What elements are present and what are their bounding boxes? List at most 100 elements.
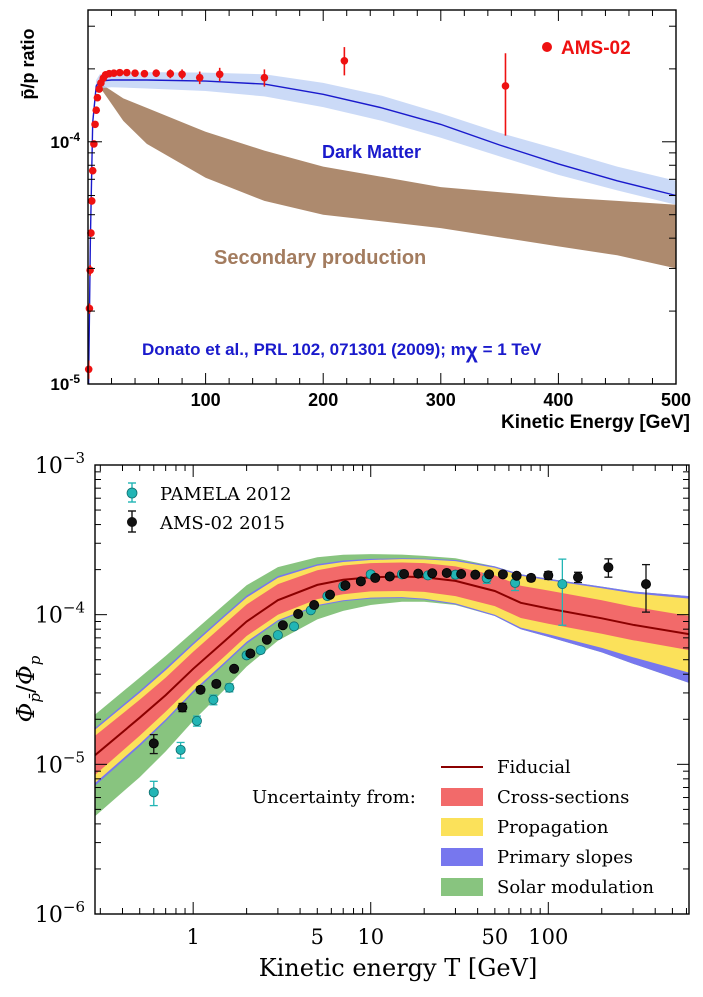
ams02-2015-point (148, 738, 159, 749)
legend-propagation-swatch (441, 818, 483, 836)
legend-pamela-marker (126, 487, 138, 499)
bottom-plot-frame (94, 464, 690, 915)
bottom-x-tick-label: 10 (357, 925, 384, 949)
pamela-point (289, 621, 300, 632)
ams02-point (123, 68, 131, 77)
top-y-ticks: 10-5 10-4 (50, 25, 676, 394)
ams02-2015-point (456, 568, 467, 579)
pamela-point (224, 682, 235, 693)
pamela-point (175, 744, 186, 755)
ams02-2015-point (641, 579, 652, 590)
pamela-point (208, 694, 219, 705)
ams02-2015-point (399, 568, 410, 579)
legend-uncertainty-heading: Uncertainty from: (252, 787, 416, 808)
ams02-2015-point (309, 600, 320, 611)
ams02-2015-point (543, 570, 554, 581)
bottom-y-ticks: 10−6 10−5 10−4 10−3 (35, 449, 689, 928)
ams02-point (88, 166, 97, 175)
legend-fiducial-label: Fiducial (497, 757, 571, 778)
ams02-point (91, 120, 99, 129)
ams02-point (166, 69, 175, 78)
ams02-2015-point (195, 684, 206, 695)
top-legend-marker (542, 42, 552, 52)
pamela-point (255, 645, 266, 656)
cross-sections-band (95, 562, 689, 775)
bottom-bands (95, 554, 689, 817)
ams02-point (501, 82, 510, 90)
ams02-2015-point (470, 569, 481, 580)
top-y-tick-label: 10-4 (50, 130, 80, 152)
bottom-y-tick-label: 10−4 (35, 599, 85, 629)
ams02-point (84, 365, 93, 374)
ams02-point (87, 197, 96, 205)
dark-matter-line (87, 79, 677, 385)
ams02-2015-point (484, 569, 495, 580)
ams02-point (90, 140, 98, 148)
ams02-point (92, 106, 101, 115)
secondary-production-label: Secondary production (214, 247, 426, 269)
ams02-2015-point (497, 569, 508, 580)
ams02-2015-point (413, 568, 424, 579)
top-ams02-points (84, 47, 510, 379)
chi-symbol: χ (466, 340, 478, 363)
ams02-2015-point (293, 609, 304, 620)
ams02-point (260, 73, 269, 82)
top-plot-frame (87, 9, 677, 385)
top-panel: 100 200 300 400 500 10-5 10-4 p̄/p ratio Kine… (18, 9, 691, 433)
ylabel-phi-1: Φ (12, 703, 40, 723)
bottom-y-axis-label: Φp̄/Φp (12, 655, 44, 722)
bottom-x-tick-label: 100 (528, 925, 568, 949)
ams02-2015-point (355, 576, 366, 587)
bottom-panel: 1 5 10 50 100 10−6 10−5 10−4 10−3 Kinetic energ… (12, 449, 690, 982)
top-x-tick-label: 500 (661, 390, 691, 410)
ams02-point (195, 73, 204, 82)
ams02-2015-point (277, 620, 288, 631)
ams02-2015-point (229, 663, 240, 674)
ams02-point (178, 70, 186, 79)
dark-matter-label: Dark Matter (322, 142, 421, 162)
legend-primary-slopes-swatch (441, 848, 483, 866)
reference-annotation: Donato et al., PRL 102, 071301 (2009); m… (142, 340, 542, 363)
bottom-x-axis-label: Kinetic energy T [GeV] (259, 954, 538, 982)
ylabel-p: p (26, 655, 44, 665)
secondary-production-band (88, 84, 677, 384)
bottom-x-ticks: 1 5 10 50 100 (99, 465, 687, 949)
top-x-ticks: 100 200 300 400 500 (111, 10, 691, 410)
ams02-point (93, 93, 102, 102)
legend-ams02: AMS-02 2015 (127, 510, 285, 534)
ams02-point (340, 56, 349, 65)
top-x-tick-label: 400 (543, 390, 573, 410)
ams02-2015-point (573, 572, 584, 583)
ams02-point (95, 85, 103, 93)
top-x-tick-label: 200 (308, 390, 338, 410)
bottom-y-tick-label: 10−5 (35, 748, 85, 778)
top-x-tick-label: 100 (191, 390, 221, 410)
ams02-2015-point (245, 648, 256, 659)
ams02-2015-point (211, 678, 222, 689)
pamela-point (557, 579, 568, 590)
top-legend-label: AMS-02 (561, 38, 631, 59)
top-y-axis-label: p̄/p ratio (18, 28, 38, 99)
bottom-y-tick-label: 10−3 (35, 449, 85, 479)
ams02-2015-point (603, 562, 614, 573)
ams02-point (87, 229, 95, 237)
ams02-2015-point (526, 572, 537, 583)
legend-propagation-label: Propagation (497, 817, 609, 838)
ams02-2015-point (511, 570, 522, 581)
ams02-2015-point (441, 567, 452, 578)
legend-ams-marker (127, 517, 137, 527)
ams02-2015-point (325, 589, 336, 600)
legend-solar-modulation-label: Solar modulation (497, 877, 654, 898)
top-x-axis-label: Kinetic Energy [GeV] (501, 412, 690, 433)
legend-pamela: PAMELA 2012 (126, 482, 292, 505)
ylabel-slash: / (12, 684, 40, 693)
ams02-2015-point (261, 634, 272, 645)
legend-solar-modulation-swatch (441, 878, 483, 896)
top-bands (87, 72, 677, 385)
bottom-x-tick-label: 50 (481, 925, 508, 949)
ams02-2015-point (340, 580, 351, 591)
ams02-2015-point (427, 568, 438, 579)
ams02-2015-point (384, 571, 395, 582)
bottom-x-tick-label: 5 (311, 925, 324, 949)
